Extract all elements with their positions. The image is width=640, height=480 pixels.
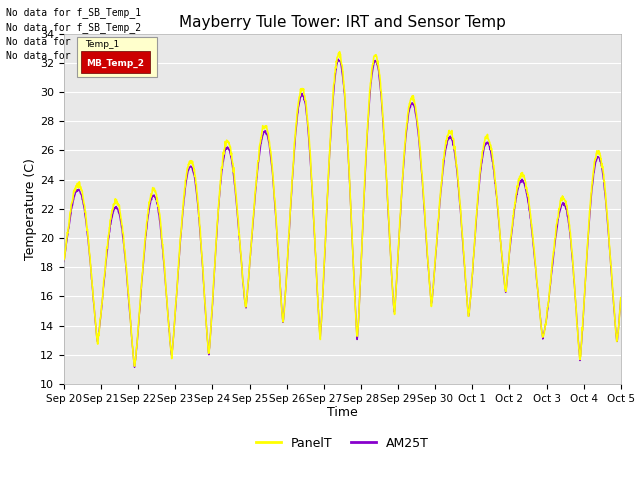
Title: Mayberry Tule Tower: IRT and Sensor Temp: Mayberry Tule Tower: IRT and Sensor Temp: [179, 15, 506, 30]
Legend: PanelT, AM25T: PanelT, AM25T: [251, 432, 434, 455]
Text: No data for f_SB_Temp_1: No data for f_SB_Temp_1: [6, 7, 141, 18]
Text: Temp_1: Temp_1: [85, 40, 120, 49]
Text: No data for f_Temp_1: No data for f_Temp_1: [6, 36, 124, 47]
Text: No data for f_Temp_2: No data for f_Temp_2: [6, 50, 124, 61]
Y-axis label: Temperature (C): Temperature (C): [24, 158, 37, 260]
Text: No data for f_SB_Temp_2: No data for f_SB_Temp_2: [6, 22, 141, 33]
X-axis label: Time: Time: [327, 407, 358, 420]
Text: MB_Temp_2: MB_Temp_2: [86, 59, 145, 68]
